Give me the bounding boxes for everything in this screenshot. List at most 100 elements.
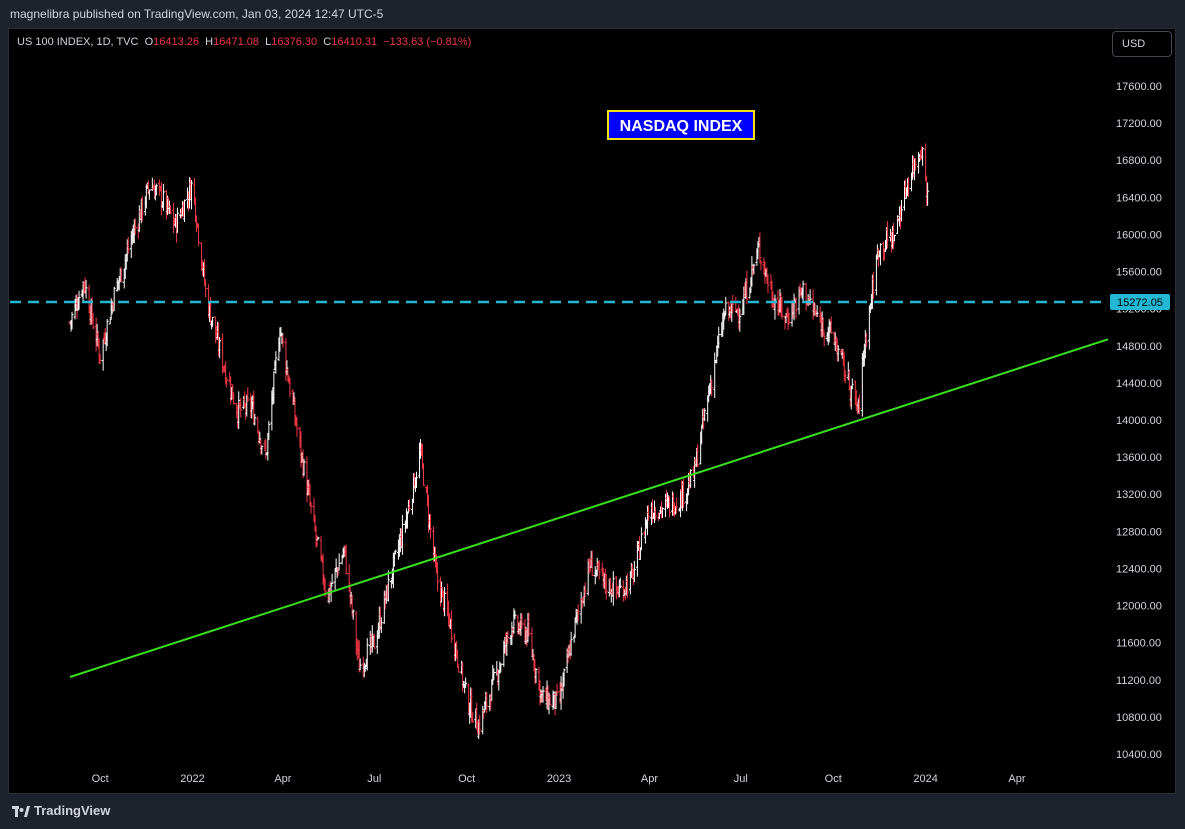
- ohlc-bar: [815, 304, 819, 317]
- ohlc-bar: [126, 236, 130, 255]
- ohlc-bar: [694, 458, 698, 468]
- ohlc-bar: [154, 183, 158, 196]
- ohlc-bar: [632, 560, 636, 583]
- ohlc-bar: [112, 286, 116, 312]
- ohlc-bar: [492, 668, 496, 681]
- ohlc-bar: [365, 638, 369, 671]
- y-tick-label: 15600.00: [1116, 267, 1162, 279]
- ohlc-bar: [337, 553, 341, 571]
- ohlc-bar: [568, 640, 572, 660]
- high-label: H: [205, 36, 214, 48]
- ohlc-bar: [237, 391, 241, 430]
- x-tick-label: Jul: [734, 773, 748, 785]
- ohlc-bar: [316, 536, 320, 541]
- ohlc-bar: [333, 569, 337, 592]
- y-tick-label: 13200.00: [1116, 489, 1162, 501]
- ohlc-bar: [668, 496, 672, 518]
- symbol-name: US 100 INDEX, 1D, TVC: [17, 36, 139, 48]
- y-tick-label: 16800.00: [1116, 155, 1162, 167]
- currency-button[interactable]: USD: [1112, 31, 1172, 57]
- ohlc-bar: [190, 179, 194, 210]
- ohlc-bar: [330, 573, 334, 585]
- ohlc-bar: [272, 371, 276, 404]
- ohlc-bar: [527, 612, 531, 637]
- ohlc-bar: [485, 691, 489, 713]
- chart-title: NASDAQ INDEX: [620, 118, 743, 135]
- y-tick-label: 12000.00: [1116, 601, 1162, 613]
- ohlc-bar: [794, 296, 798, 319]
- ohlc-bar: [260, 445, 264, 455]
- ohlc-bar: [196, 223, 200, 228]
- ohlc-bar: [379, 617, 383, 634]
- ohlc-bar: [91, 313, 95, 330]
- ohlc-bar: [77, 290, 81, 310]
- ohlc-bar: [885, 221, 889, 249]
- ohlc-bar: [520, 613, 524, 629]
- ohlc-bar: [723, 311, 727, 320]
- ohlc-bar: [193, 177, 197, 206]
- level-price-label: 15272.05: [1117, 297, 1163, 309]
- ohlc-bar: [689, 469, 693, 488]
- chart-frame[interactable]: [8, 28, 1176, 794]
- x-tick-label: Jul: [367, 773, 381, 785]
- ohlc-bar: [309, 501, 313, 514]
- ohlc-bar: [456, 649, 460, 669]
- y-tick-label: 14000.00: [1116, 415, 1162, 427]
- ohlc-bar: [499, 663, 503, 673]
- price-bars: [68, 143, 930, 739]
- ohlc-bar: [225, 377, 229, 388]
- ohlc-bar: [393, 549, 397, 555]
- x-tick-label: Oct: [92, 773, 109, 785]
- tradingview-logo-icon: [12, 805, 30, 817]
- ohlc-bar: [653, 506, 657, 521]
- ohlc-bar: [703, 408, 707, 421]
- ohlc-bar: [450, 610, 454, 643]
- ohlc-bar: [829, 316, 833, 334]
- ohlc-bar: [682, 478, 686, 508]
- y-tick-label: 13600.00: [1116, 452, 1162, 464]
- ohlc-bar: [70, 311, 74, 330]
- ohlc-bar: [174, 213, 178, 243]
- ohlc-bar: [878, 243, 882, 266]
- ohlc-bar: [489, 693, 493, 710]
- ohlc-bar: [539, 689, 543, 703]
- ohlc-bar: [850, 378, 854, 390]
- ohlc-bar: [843, 369, 847, 384]
- ohlc-bar: [204, 279, 208, 298]
- ohlc-bar: [717, 326, 721, 349]
- ohlc-bar: [713, 352, 717, 399]
- ohlc-bar: [281, 334, 285, 348]
- ohlc-bar: [766, 273, 770, 294]
- tradingview-footer: TradingView: [12, 803, 110, 818]
- ohlc-bar: [566, 646, 570, 663]
- ohlc-bar: [506, 630, 510, 644]
- ohlc-bar: [347, 563, 351, 593]
- y-tick-label: 16000.00: [1116, 229, 1162, 241]
- ohlc-bar: [597, 560, 601, 580]
- ohlc-bar: [804, 282, 808, 311]
- ohlc-bar: [675, 497, 679, 514]
- x-tick-label: Oct: [825, 773, 842, 785]
- ohlc-bar: [773, 294, 777, 320]
- high-value: 16471.08: [213, 36, 259, 48]
- ohlc-bar: [738, 308, 742, 332]
- ohlc-bar: [510, 621, 514, 645]
- publish-info: magnelibra published on TradingView.com,…: [10, 7, 384, 21]
- ohlc-bar: [372, 633, 376, 649]
- ohlc-bar: [302, 458, 306, 476]
- ohlc-bar: [336, 567, 340, 576]
- y-tick-label: 10800.00: [1116, 712, 1162, 724]
- ohlc-bar: [421, 463, 425, 486]
- ohlc-bar: [926, 182, 930, 206]
- ohlc-bar: [274, 351, 278, 374]
- ohlc-bar: [81, 281, 85, 303]
- ohlc-bar: [344, 544, 348, 575]
- ohlc-bar: [787, 312, 791, 325]
- ohlc-bar: [400, 514, 404, 555]
- ohlc-bar: [258, 431, 262, 444]
- ohlc-bar: [752, 263, 756, 275]
- ohlc-bar: [471, 712, 475, 723]
- ohlc-bar: [891, 223, 895, 250]
- y-tick-label: 16400.00: [1116, 192, 1162, 204]
